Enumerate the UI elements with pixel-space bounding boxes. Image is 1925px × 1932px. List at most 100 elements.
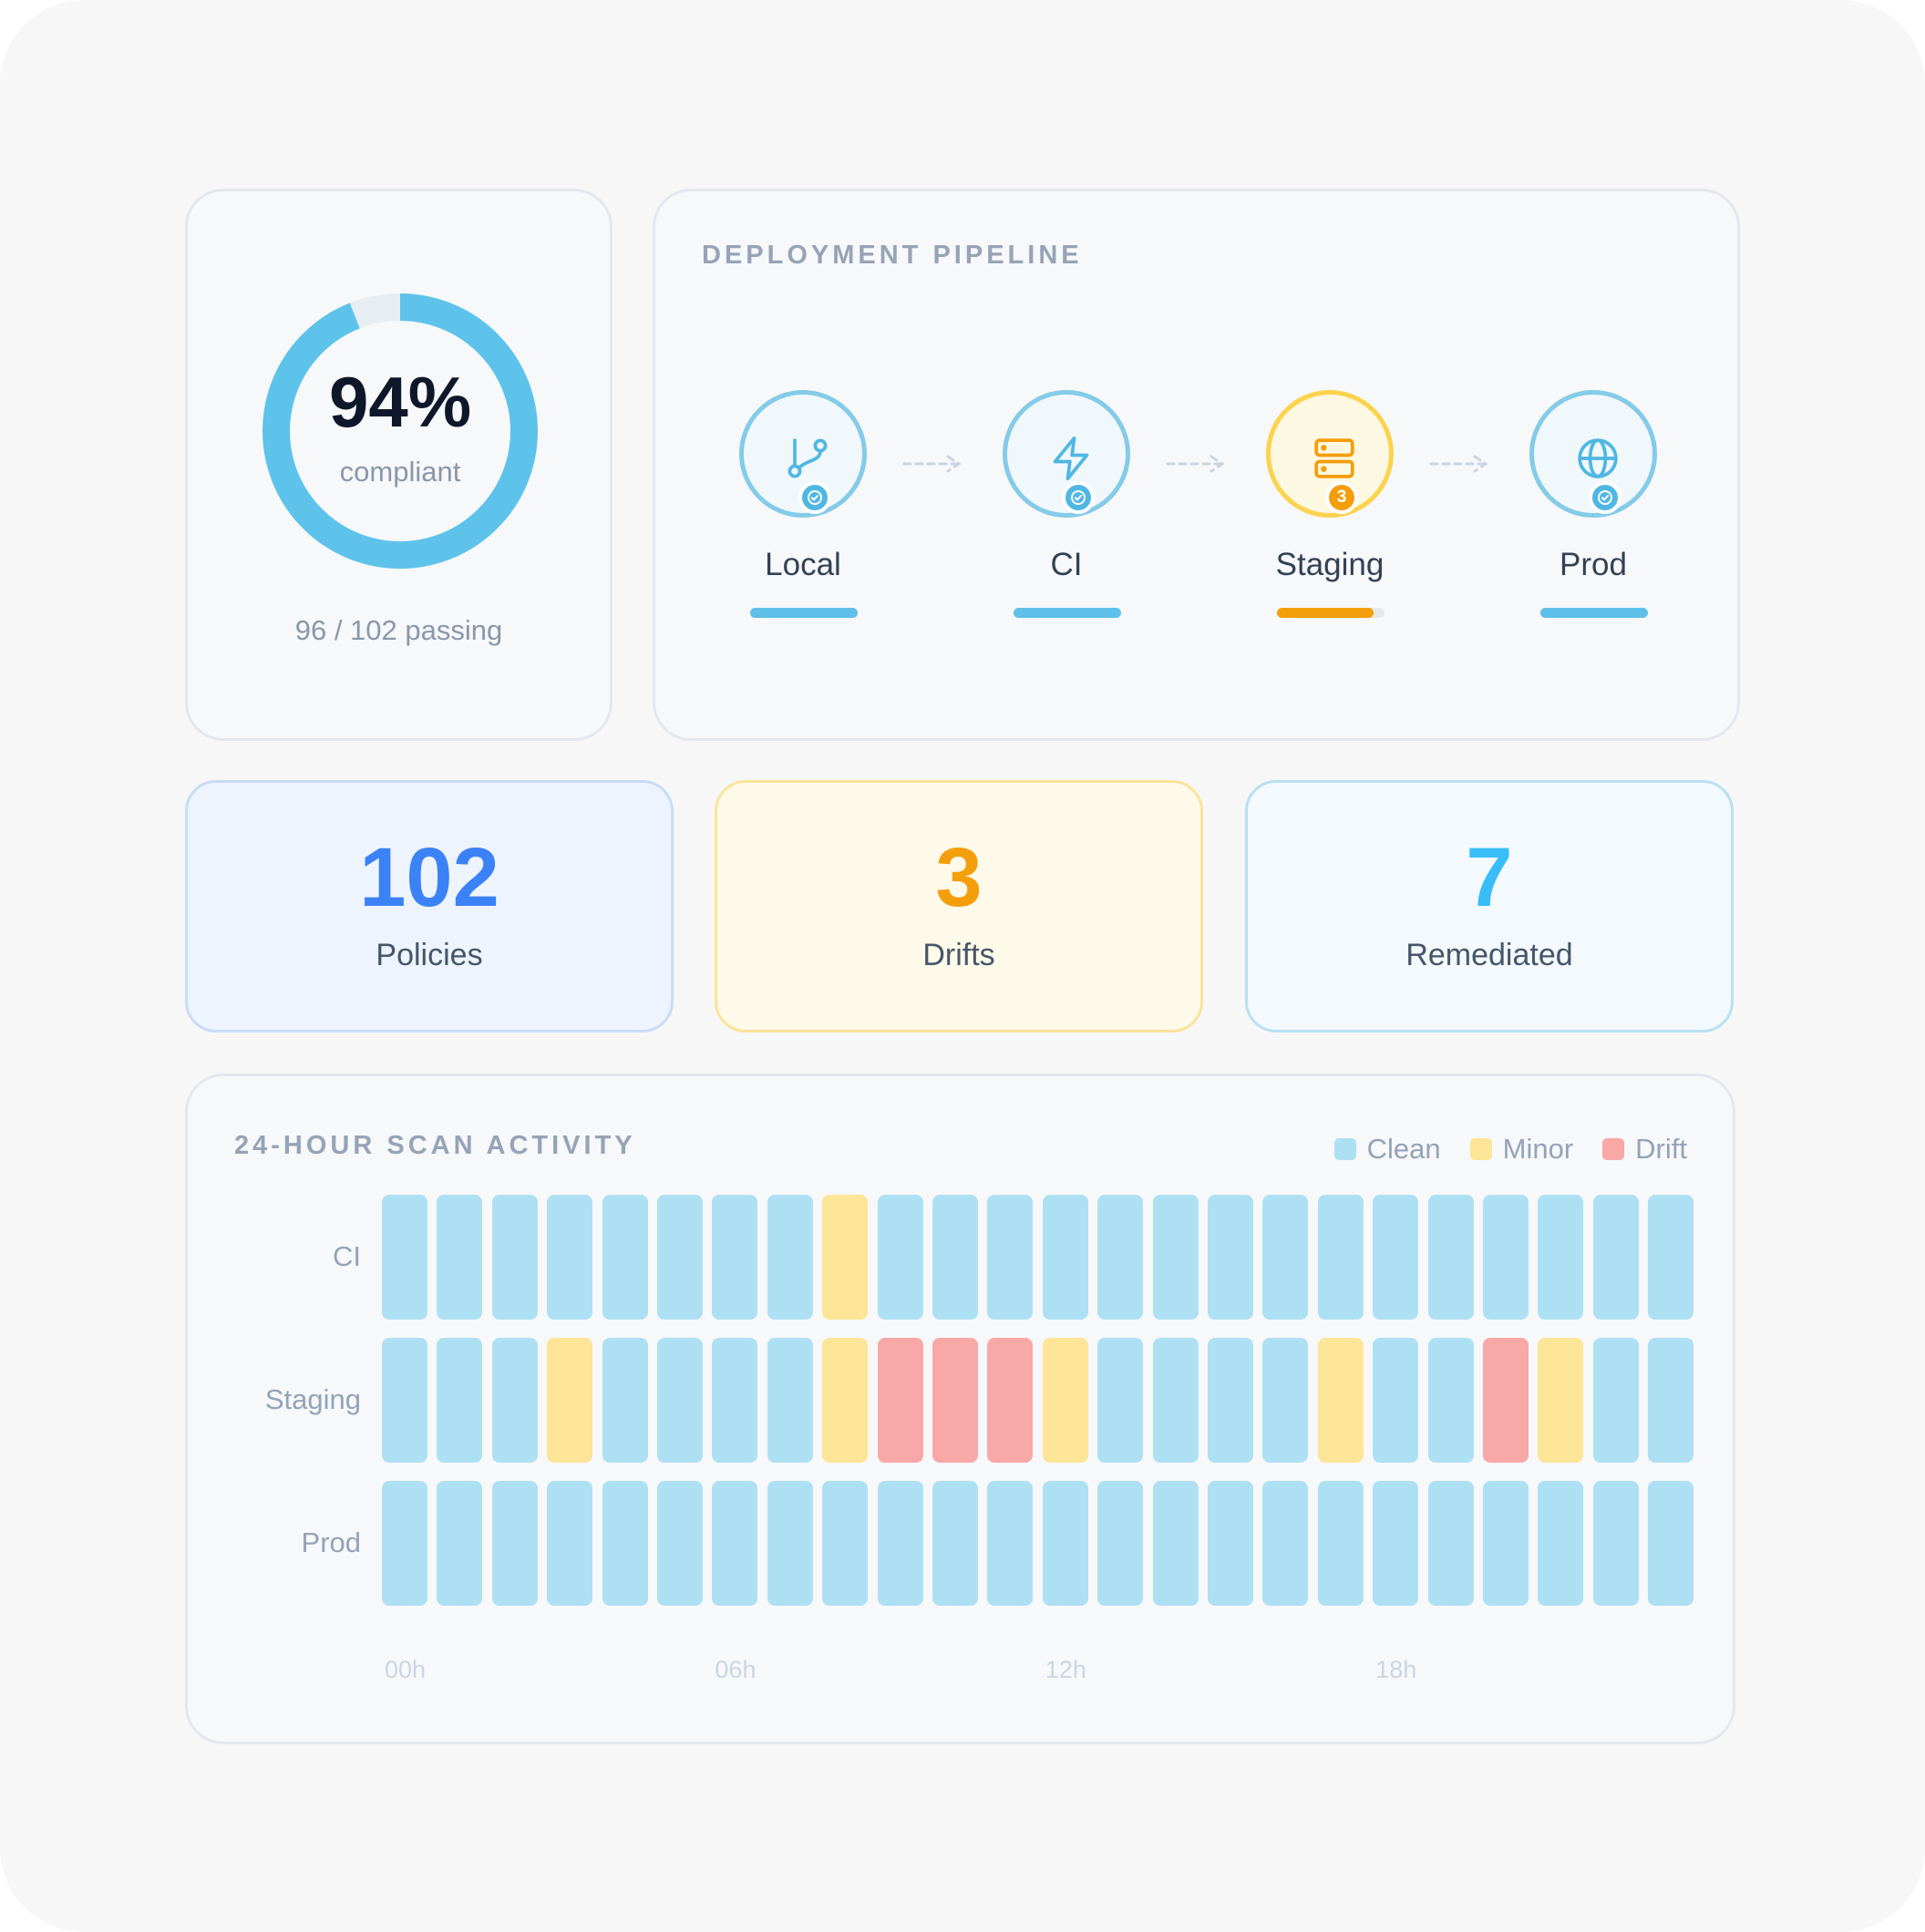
heatmap-cell[interactable] <box>1097 1481 1144 1606</box>
row-label: CI <box>333 1240 361 1272</box>
heatmap-cell[interactable] <box>547 1195 593 1320</box>
heatmap-cell[interactable] <box>932 1481 978 1606</box>
heatmap-cell[interactable] <box>987 1481 1034 1606</box>
heatmap-cell[interactable] <box>1648 1195 1694 1320</box>
heatmap-cell[interactable] <box>547 1481 593 1606</box>
heatmap-cell[interactable] <box>987 1195 1034 1320</box>
heatmap-cell[interactable] <box>1427 1481 1474 1606</box>
heatmap-cell[interactable] <box>547 1338 593 1463</box>
heatmap-cell[interactable] <box>437 1338 483 1463</box>
lightning-icon <box>1053 436 1089 481</box>
heatmap-cell[interactable] <box>1538 1195 1584 1320</box>
heatmap-cell[interactable] <box>767 1481 813 1606</box>
heatmap-cell[interactable] <box>491 1338 538 1463</box>
heatmap-cell[interactable] <box>1483 1481 1529 1606</box>
heatmap-cell[interactable] <box>822 1338 869 1463</box>
check-badge-icon <box>798 481 831 514</box>
heatmap-cell[interactable] <box>657 1195 703 1320</box>
pipeline-title: DEPLOYMENT PIPELINE <box>702 241 1083 270</box>
heatmap-cell[interactable] <box>491 1195 538 1320</box>
heatmap-cell[interactable] <box>657 1481 703 1606</box>
drift-count-badge: 3 <box>1325 481 1358 514</box>
heatmap-cell[interactable] <box>1592 1481 1639 1606</box>
heatmap-cell[interactable] <box>877 1338 923 1463</box>
heatmap-cell[interactable] <box>602 1338 648 1463</box>
pipeline-stage-staging[interactable]: 3 Staging <box>1230 390 1430 618</box>
heatmap-cell[interactable] <box>822 1481 869 1606</box>
heatmap-cell[interactable] <box>1152 1195 1199 1320</box>
heatmap-cell[interactable] <box>712 1195 758 1320</box>
heatmap-cell[interactable] <box>987 1338 1034 1463</box>
metric-label: Policies <box>376 938 483 972</box>
stage-progress-fill <box>750 608 858 618</box>
stage-name: Prod <box>1560 547 1627 582</box>
heatmap-cell[interactable] <box>822 1195 869 1320</box>
heatmap-cell[interactable] <box>712 1338 758 1463</box>
stage-progress-track <box>750 608 858 618</box>
scan-activity-title: 24-HOUR SCAN ACTIVITY <box>234 1131 636 1160</box>
heatmap-cell[interactable] <box>1373 1338 1419 1463</box>
heatmap-cell[interactable] <box>1042 1338 1088 1463</box>
pipeline-stage-local[interactable]: Local <box>703 390 903 618</box>
globe-icon <box>1578 438 1618 478</box>
heatmap-cell[interactable] <box>1483 1195 1529 1320</box>
heatmap-cell[interactable] <box>1042 1481 1088 1606</box>
heatmap-cell[interactable] <box>1208 1481 1253 1606</box>
heatmap-cell[interactable] <box>1097 1195 1144 1320</box>
heatmap-cell[interactable] <box>1373 1481 1419 1606</box>
heatmap-cell[interactable] <box>382 1481 427 1606</box>
heatmap-cell[interactable] <box>1262 1195 1309 1320</box>
heatmap-cell[interactable] <box>437 1481 483 1606</box>
heatmap-cell[interactable] <box>1208 1338 1253 1463</box>
heatmap-cell[interactable] <box>767 1195 813 1320</box>
heatmap-cell[interactable] <box>602 1481 648 1606</box>
heatmap-cell[interactable] <box>1317 1481 1364 1606</box>
heatmap-cell[interactable] <box>1592 1195 1639 1320</box>
heatmap-cell[interactable] <box>932 1195 978 1320</box>
row-label: Staging <box>264 1383 361 1415</box>
metric-card-drifts[interactable]: 3 Drifts <box>715 780 1203 1033</box>
pipeline-stage-ci[interactable]: CI <box>966 390 1167 618</box>
heatmap-cell[interactable] <box>1262 1338 1309 1463</box>
heatmap-cell[interactable] <box>1538 1481 1584 1606</box>
heatmap-cell[interactable] <box>1317 1338 1364 1463</box>
compliance-subtitle: compliant <box>339 456 461 488</box>
stage-name: Local <box>765 547 841 582</box>
heatmap-cell[interactable] <box>1483 1338 1529 1463</box>
heatmap-cell[interactable] <box>877 1481 923 1606</box>
heatmap-cell[interactable] <box>1317 1195 1364 1320</box>
stage-circle <box>739 390 867 518</box>
heatmap-cell[interactable] <box>382 1338 427 1463</box>
stage-name: CI <box>1050 547 1083 582</box>
stage-progress-fill <box>1540 608 1648 618</box>
heatmap-cell[interactable] <box>1042 1195 1088 1320</box>
heatmap-cell[interactable] <box>932 1338 978 1463</box>
scan-activity-card: 24-HOUR SCAN ACTIVITY Clean Minor Drift CI… <box>185 1074 1735 1744</box>
heatmap-cell[interactable] <box>1152 1481 1199 1606</box>
heatmap-cell[interactable] <box>602 1195 648 1320</box>
heatmap-cell[interactable] <box>1373 1195 1419 1320</box>
heatmap-cell[interactable] <box>1427 1338 1474 1463</box>
heatmap-cell[interactable] <box>1152 1338 1199 1463</box>
heatmap-cell[interactable] <box>1097 1338 1144 1463</box>
heatmap-cell[interactable] <box>437 1195 483 1320</box>
heatmap-cell[interactable] <box>767 1338 813 1463</box>
heatmap-cell[interactable] <box>877 1195 923 1320</box>
metric-card-remediated[interactable]: 7 Remediated <box>1245 780 1734 1033</box>
heatmap-cell[interactable] <box>712 1481 758 1606</box>
heatmap-cell[interactable] <box>1427 1195 1474 1320</box>
pipeline-stage-prod[interactable]: Prod <box>1493 390 1693 618</box>
heatmap-cell[interactable] <box>657 1338 703 1463</box>
metric-card-policies[interactable]: 102 Policies <box>185 780 674 1033</box>
heatmap-cell[interactable] <box>382 1195 427 1320</box>
heatmap-cell[interactable] <box>1538 1338 1584 1463</box>
heatmap-cell[interactable] <box>1648 1338 1694 1463</box>
heatmap-cell[interactable] <box>1208 1195 1253 1320</box>
heatmap-cell[interactable] <box>491 1481 538 1606</box>
heatmap-cell[interactable] <box>1262 1481 1309 1606</box>
passing-count: 96 / 102 passing <box>294 614 503 646</box>
stage-progress-track <box>1540 608 1648 618</box>
heatmap-cell[interactable] <box>1648 1481 1694 1606</box>
legend-swatch <box>1602 1138 1625 1160</box>
heatmap-cell[interactable] <box>1592 1338 1639 1463</box>
